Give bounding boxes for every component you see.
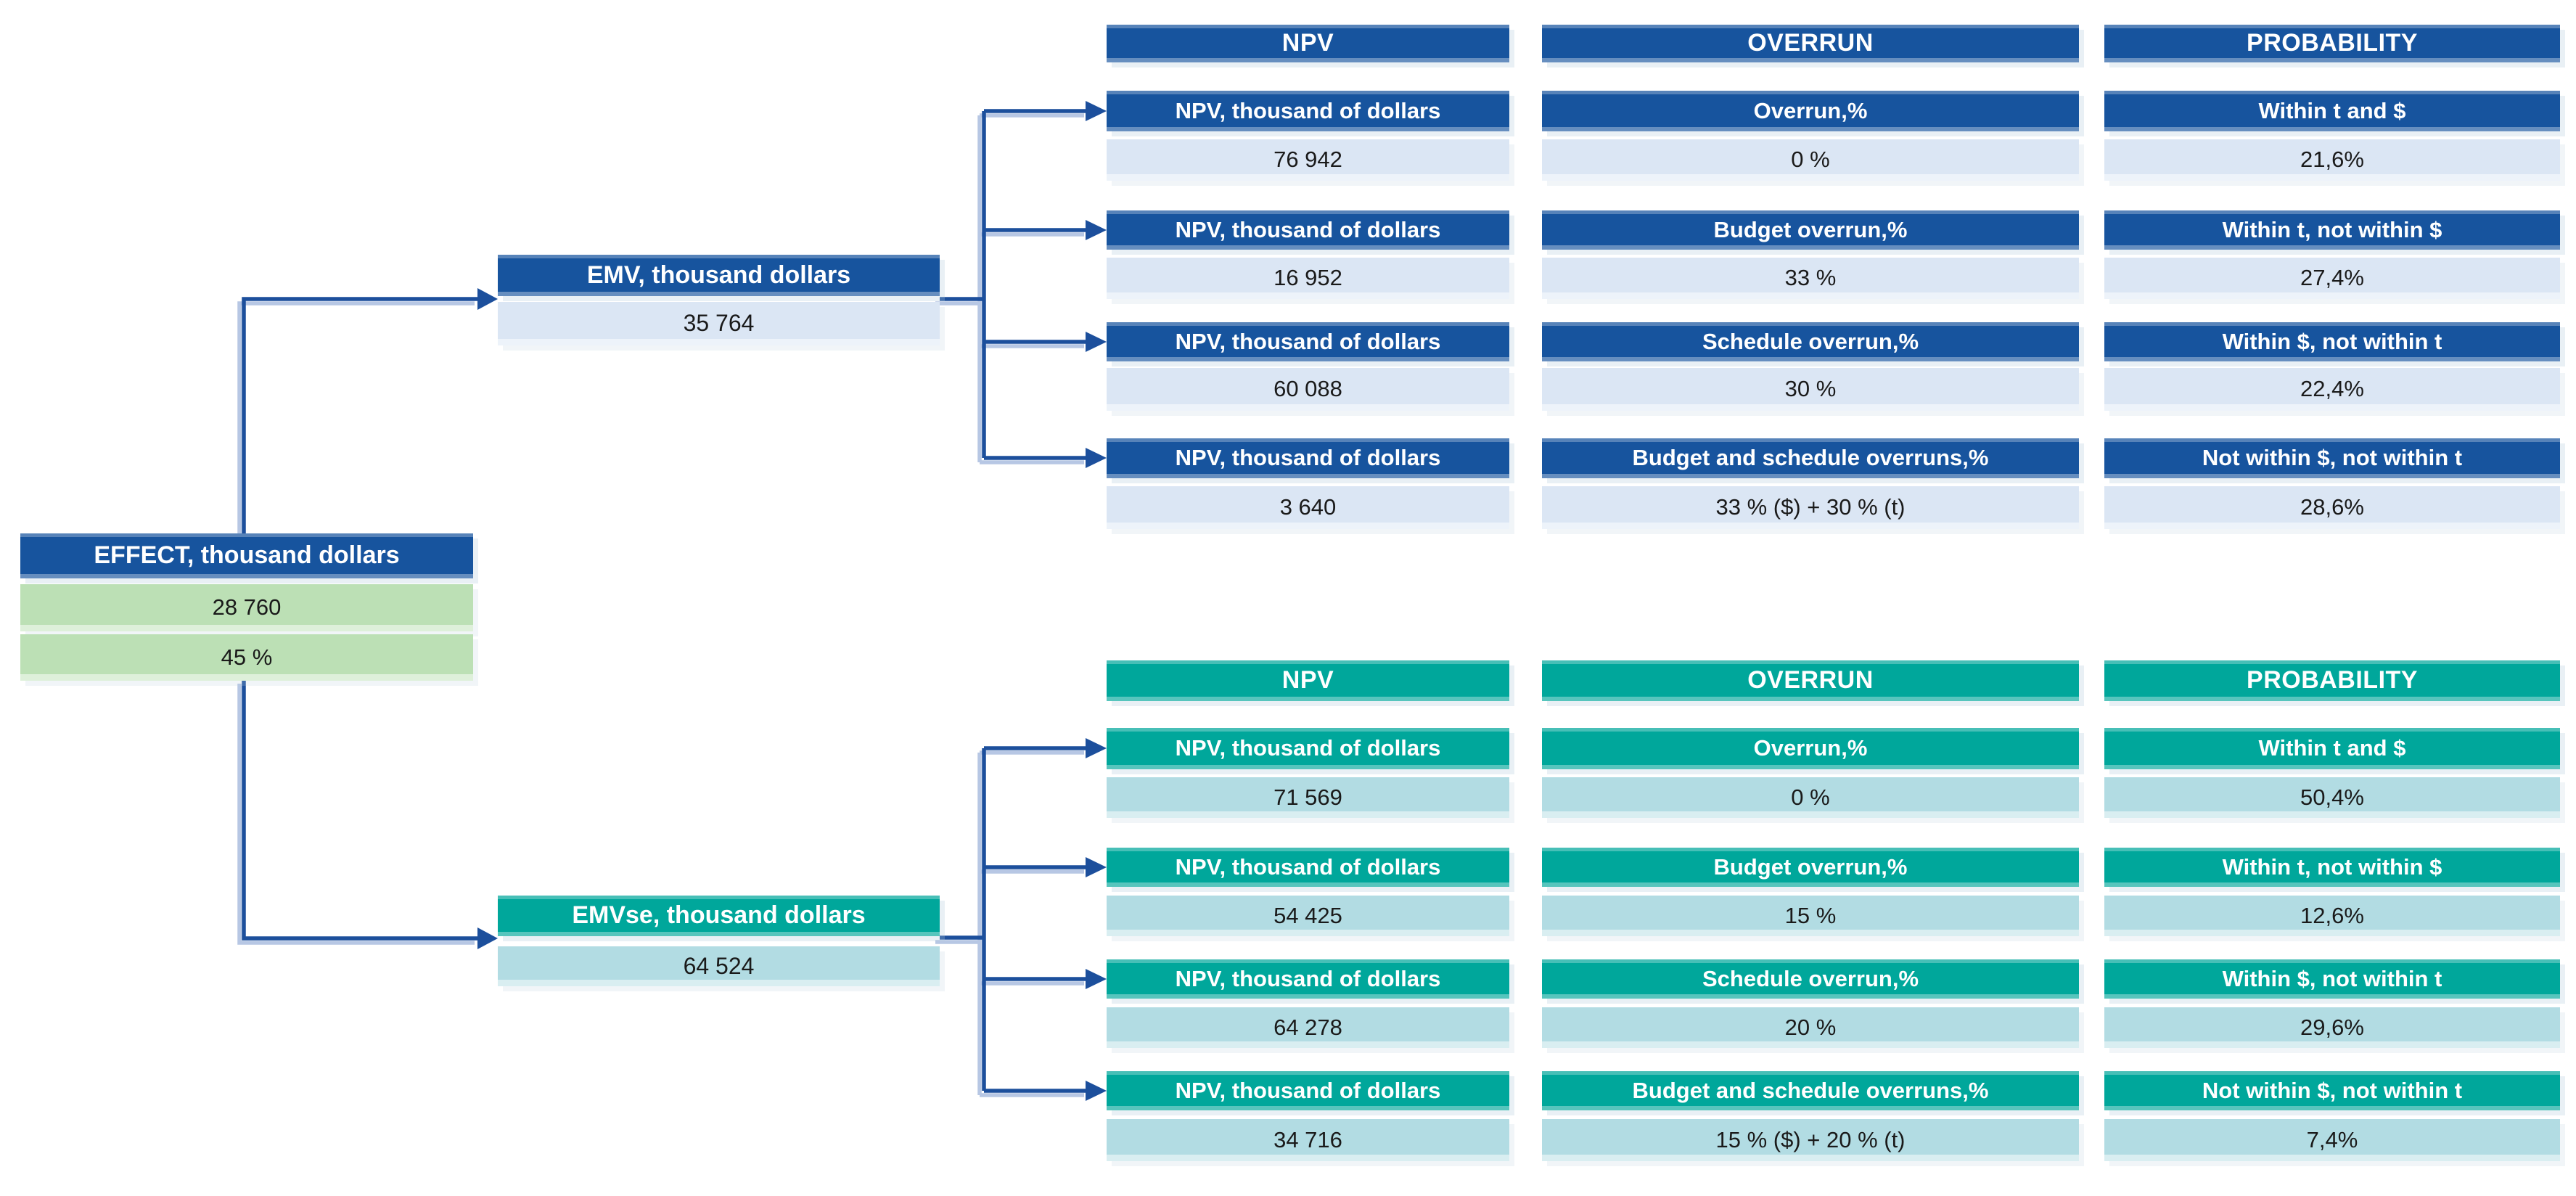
bottom-row2-npv-value: 54 425 (1107, 896, 1509, 936)
effect-to-emvse-line (242, 679, 479, 941)
arrow-bottom-row3-icon (1086, 969, 1107, 989)
bottom-row4-overrun-value: 15 % ($) + 20 % (t) (1542, 1119, 2079, 1161)
top-row2-overrun-value: 33 % (1542, 258, 2079, 299)
arrow-top-row2-icon (1086, 220, 1107, 240)
emv-node-header: EMV, thousand dollars (498, 255, 940, 296)
top-row3-probability-header: Within $, not within t (2104, 322, 2560, 361)
emvse-bracket (940, 746, 1087, 1093)
bottom-row3-npv-header: NPV, thousand of dollars (1107, 959, 1509, 999)
top-row1-probability-header: Within t and $ (2104, 91, 2560, 131)
branch-lines (242, 109, 1087, 1093)
top-row3-overrun-value: 30 % (1542, 368, 2079, 411)
top-row4-overrun-header: Budget and schedule overruns,% (1542, 438, 2079, 478)
arrow-bottom-row1-icon (1086, 738, 1107, 758)
bottom-row1-npv-header: NPV, thousand of dollars (1107, 728, 1509, 769)
top-row4-overrun-value: 33 % ($) + 30 % (t) (1542, 486, 2079, 529)
top-row4-npv-value: 3 640 (1107, 486, 1509, 529)
top-row2-probability-header: Within t, not within $ (2104, 210, 2560, 250)
bottom-row4-probability-value: 7,4% (2104, 1119, 2560, 1161)
top-row2-probability-value: 27,4% (2104, 258, 2560, 299)
bottom-row1-probability-header: Within t and $ (2104, 728, 2560, 769)
bottom-row2-npv-header: NPV, thousand of dollars (1107, 848, 1509, 887)
top-column-header-overrun: OVERRUN (1542, 25, 2079, 62)
emvse-node-value: 64 524 (498, 946, 940, 986)
top-row1-npv-value: 76 942 (1107, 139, 1509, 181)
bottom-column-header-overrun: OVERRUN (1542, 660, 2079, 701)
top-row1-overrun-value: 0 % (1542, 139, 2079, 181)
top-row4-npv-header: NPV, thousand of dollars (1107, 438, 1509, 478)
top-row3-npv-header: NPV, thousand of dollars (1107, 322, 1509, 361)
top-row3-overrun-header: Schedule overrun,% (1542, 322, 2079, 361)
arrow-top-row3-icon (1086, 332, 1107, 352)
emv-node-value: 35 764 (498, 302, 940, 345)
effect-node-percent: 45 % (20, 634, 473, 681)
arrow-into-emv-icon (477, 288, 498, 310)
top-row3-probability-value: 22,4% (2104, 368, 2560, 411)
arrowhead-icons (477, 101, 1107, 1101)
bottom-row2-overrun-value: 15 % (1542, 896, 2079, 936)
top-row1-npv-header: NPV, thousand of dollars (1107, 91, 1509, 131)
top-row4-probability-value: 28,6% (2104, 486, 2560, 529)
effect-node-value: 28 760 (20, 584, 473, 631)
top-column-header-npv: NPV (1107, 25, 1509, 62)
arrow-bottom-row2-icon (1086, 857, 1107, 877)
bottom-row3-probability-header: Within $, not within t (2104, 959, 2560, 999)
top-column-header-probability: PROBABILITY (2104, 25, 2560, 62)
bottom-row2-overrun-header: Budget overrun,% (1542, 848, 2079, 887)
arrow-into-emvse-icon (477, 927, 498, 949)
top-row4-probability-header: Not within $, not within t (2104, 438, 2560, 478)
bottom-row1-probability-value: 50,4% (2104, 777, 2560, 818)
top-row2-npv-header: NPV, thousand of dollars (1107, 210, 1509, 250)
bottom-row1-npv-value: 71 569 (1107, 777, 1509, 818)
arrow-bottom-row4-icon (1086, 1081, 1107, 1101)
bottom-row4-npv-header: NPV, thousand of dollars (1107, 1071, 1509, 1110)
emvse-node-header: EMVse, thousand dollars (498, 896, 940, 936)
bottom-row3-probability-value: 29,6% (2104, 1007, 2560, 1048)
top-row1-probability-value: 21,6% (2104, 139, 2560, 181)
bottom-column-header-npv: NPV (1107, 660, 1509, 701)
arrow-top-row4-icon (1086, 448, 1107, 468)
arrow-top-row1-icon (1086, 101, 1107, 121)
top-row1-overrun-header: Overrun,% (1542, 91, 2079, 131)
emv-bracket (940, 109, 1087, 460)
effect-to-emv-line (242, 297, 479, 535)
bottom-row3-overrun-value: 20 % (1542, 1007, 2079, 1048)
bottom-row3-npv-value: 64 278 (1107, 1007, 1509, 1048)
bottom-row4-probability-header: Not within $, not within t (2104, 1071, 2560, 1110)
bottom-row4-overrun-header: Budget and schedule overruns,% (1542, 1071, 2079, 1110)
bottom-row4-npv-value: 34 716 (1107, 1119, 1509, 1161)
bottom-row2-probability-value: 12,6% (2104, 896, 2560, 936)
bottom-column-header-probability: PROBABILITY (2104, 660, 2560, 701)
effect-node-header: EFFECT, thousand dollars (20, 533, 473, 578)
bottom-row2-probability-header: Within t, not within $ (2104, 848, 2560, 887)
bottom-row1-overrun-header: Overrun,% (1542, 728, 2079, 769)
top-row2-npv-value: 16 952 (1107, 258, 1509, 299)
top-row3-npv-value: 60 088 (1107, 368, 1509, 411)
bottom-row3-overrun-header: Schedule overrun,% (1542, 959, 2079, 999)
bottom-row1-overrun-value: 0 % (1542, 777, 2079, 818)
top-row2-overrun-header: Budget overrun,% (1542, 210, 2079, 250)
